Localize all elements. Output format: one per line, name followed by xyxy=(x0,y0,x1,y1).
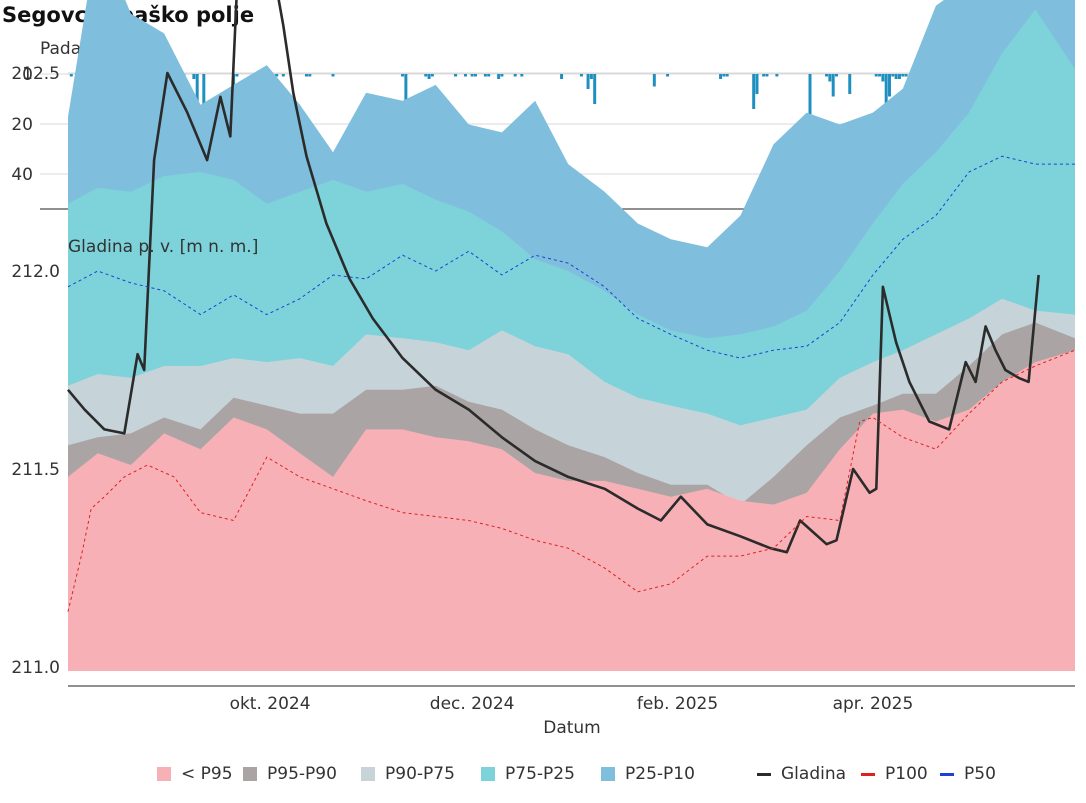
legend-line-key xyxy=(940,772,954,776)
precip-bar xyxy=(404,74,408,109)
legend-line-key xyxy=(757,772,771,776)
precip-bar xyxy=(831,74,835,97)
precip-bar xyxy=(848,74,852,94)
level-x-tick-label: dec. 2024 xyxy=(430,694,515,714)
legend-line-key xyxy=(861,772,875,776)
precip-bar xyxy=(722,74,726,77)
precip-bar xyxy=(401,74,405,77)
legend-label: P95-P90 xyxy=(267,764,337,784)
level-x-axis-title: Datum xyxy=(543,718,601,738)
level-x-tick-label: feb. 2025 xyxy=(637,694,718,714)
series-line-gladina xyxy=(67,0,1040,554)
legend-item-p90-p75[interactable]: P90-P75 xyxy=(361,764,455,784)
precip-bar xyxy=(464,74,467,77)
level-tick-label: 211.0 xyxy=(11,658,60,678)
legend-label: P25-P10 xyxy=(625,764,695,784)
precip-bar xyxy=(725,74,729,77)
level-y-axis-title: Gladina p. v. [m n. m.] xyxy=(68,237,258,257)
precip-bar xyxy=(586,74,590,89)
precip-bar xyxy=(775,74,779,77)
precip-bar xyxy=(560,74,564,79)
precip-bar xyxy=(808,74,812,132)
precip-bar xyxy=(894,74,898,79)
precip-bar xyxy=(579,74,583,77)
precip-bar xyxy=(454,74,458,77)
legend-item-p50[interactable]: P50 xyxy=(940,764,996,784)
precip-tick-label: 40 xyxy=(11,165,33,185)
legend-item-gladina[interactable]: Gladina xyxy=(757,764,846,784)
legend-label: Gladina xyxy=(781,764,847,784)
precip-bar xyxy=(666,74,670,77)
legend-item-p95[interactable]: < P95 xyxy=(157,764,233,784)
precip-bar xyxy=(755,74,759,94)
legend-swatch xyxy=(481,767,495,781)
legend-item-p95-p90[interactable]: P95-P90 xyxy=(243,764,337,784)
precip-bar xyxy=(430,74,434,77)
precip-bar xyxy=(497,74,501,79)
precip-bar xyxy=(305,74,308,77)
precip-bar xyxy=(874,74,878,77)
precip-bar xyxy=(483,74,487,77)
precip-bar xyxy=(69,74,73,77)
precip-bar xyxy=(825,74,829,77)
precip-bar xyxy=(884,74,888,112)
precip-bar xyxy=(520,74,524,77)
precip-bar xyxy=(593,74,597,104)
legend-label: P90-P75 xyxy=(385,764,455,784)
precip-bar xyxy=(878,74,882,77)
precip-bar xyxy=(473,74,477,77)
precip-bar xyxy=(308,74,312,77)
precip-bar xyxy=(470,74,474,77)
precip-bar xyxy=(828,74,832,82)
level-x-tick-label: okt. 2024 xyxy=(230,694,311,714)
legend-swatch xyxy=(243,767,257,781)
precip-bar xyxy=(897,74,901,79)
precip-bar xyxy=(589,74,593,79)
precip-bar xyxy=(752,74,756,109)
level-tick-label: 211.5 xyxy=(11,460,60,480)
series-line-p50 xyxy=(67,155,1075,359)
legend-swatch xyxy=(601,767,615,781)
precip-bar xyxy=(881,74,885,82)
precip-bar xyxy=(235,74,239,77)
precip-bar xyxy=(762,74,766,77)
precip-bar xyxy=(888,74,891,97)
legend-item-p25-p10[interactable]: P25-P10 xyxy=(601,764,695,784)
precip-bar xyxy=(904,74,908,77)
level-x-tick-label: apr. 2025 xyxy=(833,694,914,714)
legend-item-p75-p25[interactable]: P75-P25 xyxy=(481,764,575,784)
precip-bar xyxy=(719,74,723,79)
level-tick-label: 212.0 xyxy=(11,262,60,282)
precip-bar xyxy=(331,74,335,77)
legend-label: P75-P25 xyxy=(505,764,575,784)
precip-bar xyxy=(281,74,285,77)
legend-item-p100[interactable]: P100 xyxy=(861,764,928,784)
precip-bar xyxy=(891,74,895,77)
precip-bar xyxy=(835,74,838,77)
precip-bar xyxy=(901,74,905,77)
precip-bar xyxy=(192,74,196,79)
level-tick-label: 212.5 xyxy=(11,64,60,84)
legend-swatch xyxy=(157,767,171,781)
precip-bar xyxy=(275,74,279,77)
precip-tick-label: 0 xyxy=(22,65,33,85)
precip-bar xyxy=(652,74,656,87)
precip-bar xyxy=(427,74,431,79)
precip-bar xyxy=(424,74,428,77)
precip-bar xyxy=(487,74,491,77)
legend-label: < P95 xyxy=(181,764,233,784)
precip-bar xyxy=(513,74,517,77)
precip-bar xyxy=(765,74,769,77)
chart-legend: < P95 P95-P90 P90-P75 P75-P25 P25-P10 Gladina… xyxy=(0,764,1086,788)
precip-bar xyxy=(500,74,504,77)
legend-swatch xyxy=(361,767,375,781)
legend-label: P50 xyxy=(964,764,996,784)
legend-label: P100 xyxy=(885,764,928,784)
band-p95 xyxy=(68,350,1075,671)
precip-tick-label: 20 xyxy=(11,115,33,135)
